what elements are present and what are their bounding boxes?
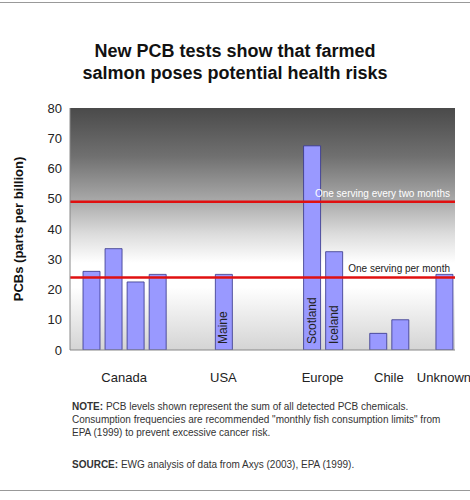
svg-text:Chile: Chile xyxy=(374,370,404,385)
svg-text:10: 10 xyxy=(48,312,62,327)
svg-text:USA: USA xyxy=(210,370,237,385)
svg-text:70: 70 xyxy=(48,131,62,146)
svg-text:Scotland: Scotland xyxy=(305,297,319,344)
svg-text:One serving every two months: One serving every two months xyxy=(315,188,450,199)
html-text:New PCB tests show that farmed: New PCB tests show that farmed salmon po… xyxy=(82,41,388,83)
html-text:SOURCE: EWG analysis of data f: SOURCE: EWG analysis of data from Axys (… xyxy=(72,459,355,470)
html-text:NOTE: PCB levels shown represe: NOTE: PCB levels shown represent the sum… xyxy=(72,401,441,438)
svg-text:Europe: Europe xyxy=(302,370,344,385)
svg-text:0: 0 xyxy=(55,343,62,358)
svg-text:80: 80 xyxy=(48,101,62,116)
svg-text:30: 30 xyxy=(48,252,62,267)
svg-text:Canada: Canada xyxy=(101,370,147,385)
svg-text:40: 40 xyxy=(48,222,62,237)
svg-text:One serving per month: One serving per month xyxy=(348,263,450,274)
svg-text:PCBs (parts per billion): PCBs (parts per billion) xyxy=(11,157,26,301)
svg-text:Iceland: Iceland xyxy=(327,305,341,344)
svg-text:50: 50 xyxy=(48,191,62,206)
svg-text:Unknown: Unknown xyxy=(417,370,462,385)
svg-text:20: 20 xyxy=(48,282,62,297)
svg-text:Maine: Maine xyxy=(216,311,230,344)
svg-text:60: 60 xyxy=(48,161,62,176)
